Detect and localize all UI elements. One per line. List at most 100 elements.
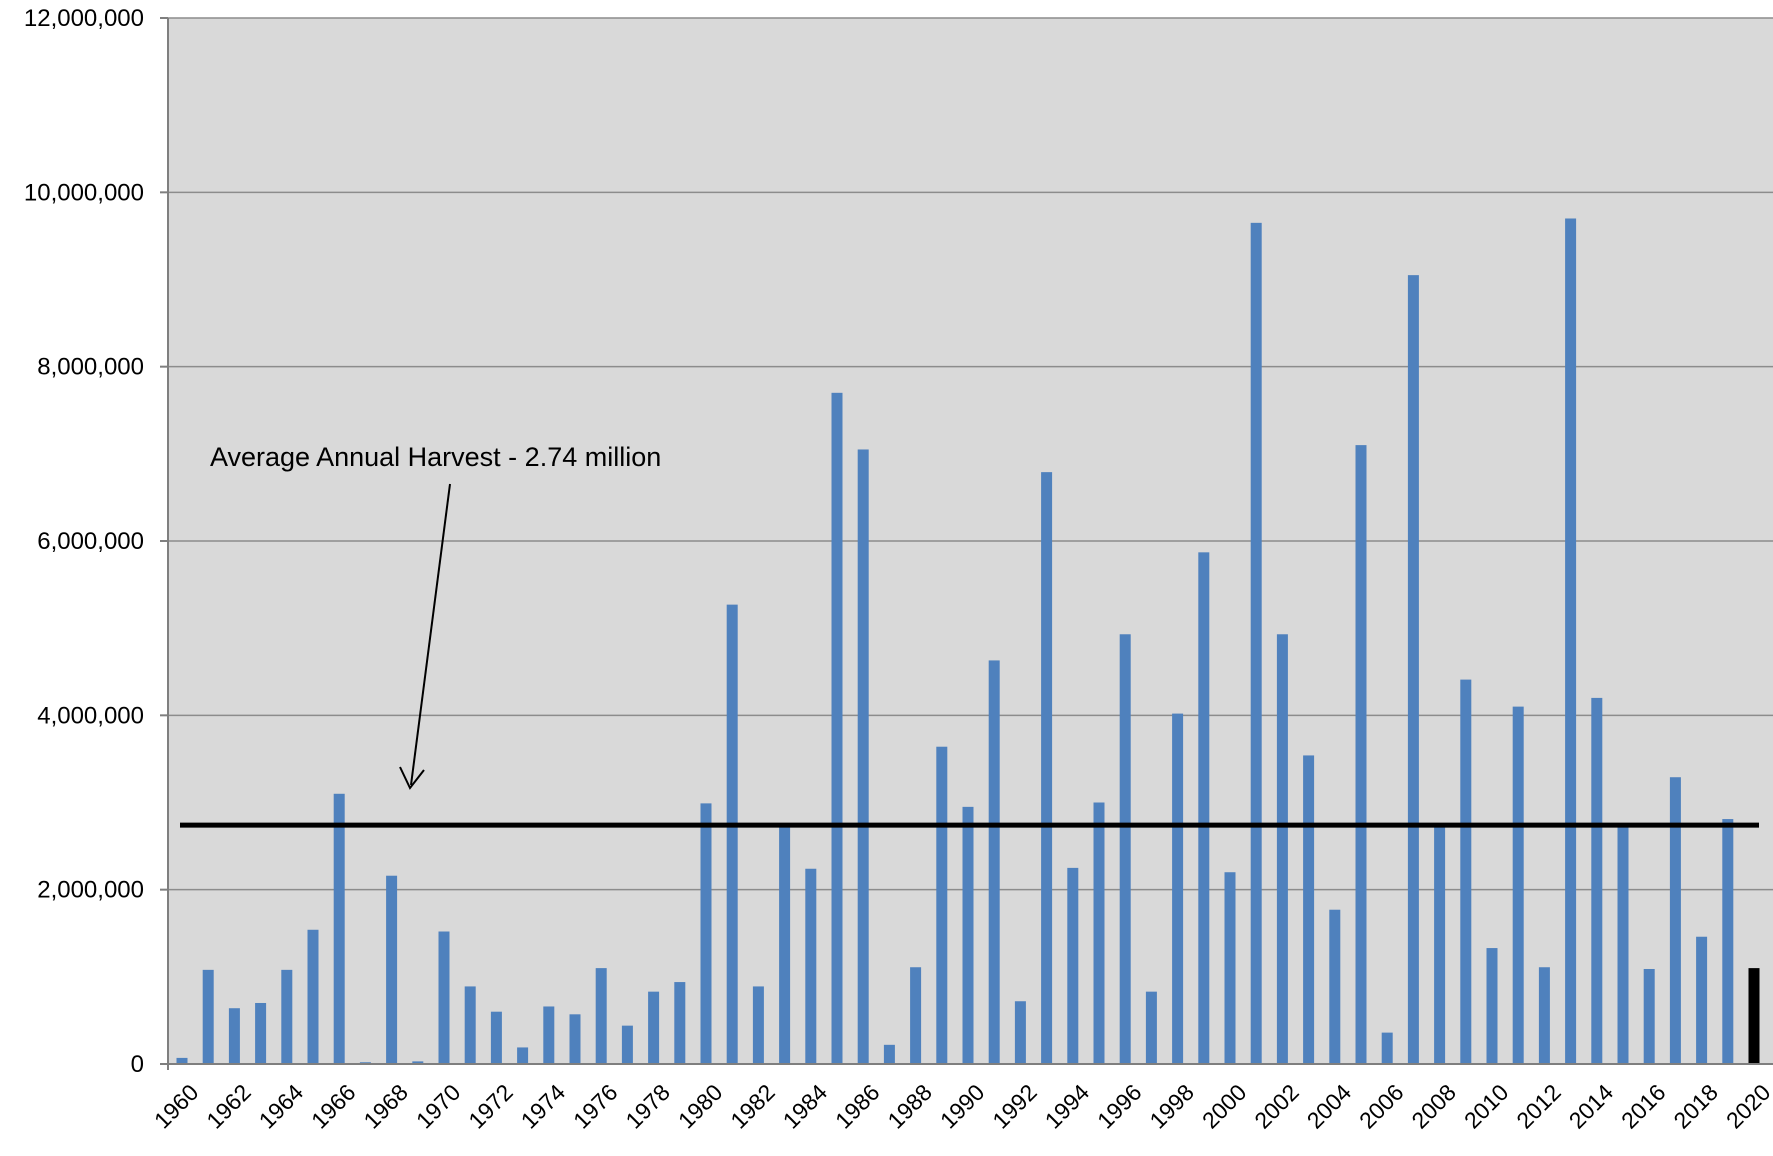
y-tick-label: 0 xyxy=(131,1051,144,1078)
bar-2016 xyxy=(1643,968,1655,1064)
bar-2006 xyxy=(1381,1032,1393,1064)
bar-1983 xyxy=(779,825,791,1064)
x-tick-label: 2016 xyxy=(1616,1079,1671,1134)
x-tick-label: 2010 xyxy=(1459,1079,1514,1134)
bars xyxy=(176,218,1760,1065)
bar-2012 xyxy=(1538,967,1550,1064)
x-tick-label: 1990 xyxy=(935,1079,990,1134)
y-tick-label: 4,000,000 xyxy=(37,702,144,729)
x-tick-label: 1986 xyxy=(830,1079,885,1134)
y-tick-label: 12,000,000 xyxy=(24,5,144,32)
x-tick-label: 1984 xyxy=(778,1079,833,1134)
bar-1962 xyxy=(228,1008,240,1064)
x-tick-labels: 1960196219641966196819701972197419761978… xyxy=(149,1079,1773,1134)
bar-2020 xyxy=(1748,968,1760,1064)
bar-2009 xyxy=(1460,679,1472,1064)
bar-1984 xyxy=(805,868,817,1064)
axes xyxy=(160,17,1773,1070)
bar-2017 xyxy=(1669,777,1681,1064)
bar-1963 xyxy=(255,1002,267,1064)
x-tick-label: 1964 xyxy=(254,1079,309,1134)
bar-1960 xyxy=(176,1057,188,1064)
bar-1992 xyxy=(1014,1001,1026,1064)
x-tick-label: 2014 xyxy=(1564,1079,1619,1134)
bar-1997 xyxy=(1145,991,1157,1064)
bar-2014 xyxy=(1591,697,1603,1064)
gridlines xyxy=(168,17,1773,891)
x-tick-label: 1966 xyxy=(306,1079,361,1134)
y-tick-label: 6,000,000 xyxy=(37,528,144,555)
bar-1971 xyxy=(464,986,476,1064)
bar-1986 xyxy=(857,449,869,1065)
bar-2005 xyxy=(1355,445,1367,1064)
bar-1980 xyxy=(700,803,712,1064)
x-tick-label: 2006 xyxy=(1354,1079,1409,1134)
average-annotation: Average Annual Harvest - 2.74 million xyxy=(210,442,661,472)
bar-1996 xyxy=(1119,634,1131,1064)
bar-1994 xyxy=(1067,867,1079,1064)
bar-2015 xyxy=(1617,825,1629,1064)
x-tick-label: 1998 xyxy=(1144,1079,1199,1134)
x-tick-label: 1974 xyxy=(516,1079,571,1134)
bar-2019 xyxy=(1722,819,1734,1064)
x-tick-label: 2004 xyxy=(1302,1079,1357,1134)
bar-1974 xyxy=(543,1006,555,1064)
annotation-arrow xyxy=(410,483,451,786)
bar-1968 xyxy=(386,875,398,1064)
bar-1978 xyxy=(648,991,660,1064)
bar-2003 xyxy=(1303,755,1315,1064)
bar-1965 xyxy=(307,929,319,1064)
y-tick-label: 10,000,000 xyxy=(24,179,144,206)
bar-2007 xyxy=(1407,275,1419,1064)
bar-2008 xyxy=(1434,825,1446,1064)
y-tick-label: 2,000,000 xyxy=(37,877,144,904)
x-tick-label: 1988 xyxy=(882,1079,937,1134)
bar-2000 xyxy=(1224,872,1236,1064)
bar-1999 xyxy=(1198,552,1210,1064)
bar-1995 xyxy=(1093,802,1105,1064)
x-tick-label: 2020 xyxy=(1721,1079,1773,1134)
x-tick-label: 2018 xyxy=(1668,1079,1723,1134)
bar-1975 xyxy=(569,1014,581,1064)
bar-2011 xyxy=(1512,706,1524,1064)
bar-1988 xyxy=(910,967,922,1064)
bar-1998 xyxy=(1172,713,1184,1064)
x-tick-label: 1972 xyxy=(463,1079,518,1134)
y-tick-label: 8,000,000 xyxy=(37,354,144,381)
annotation-arrowhead xyxy=(399,766,425,790)
x-tick-label: 1992 xyxy=(987,1079,1042,1134)
x-tick-label: 1982 xyxy=(725,1079,780,1134)
bar-1989 xyxy=(936,746,948,1064)
x-tick-label: 1994 xyxy=(1040,1079,1095,1134)
bar-1964 xyxy=(281,969,293,1064)
bar-1979 xyxy=(674,982,686,1064)
bar-2010 xyxy=(1486,948,1498,1064)
bar-1977 xyxy=(621,1025,633,1064)
bar-1987 xyxy=(883,1044,895,1064)
x-tick-label: 2012 xyxy=(1511,1079,1566,1134)
bar-2004 xyxy=(1329,909,1341,1064)
x-tick-label: 1960 xyxy=(149,1079,204,1134)
bar-1969 xyxy=(412,1061,424,1064)
x-tick-label: 1968 xyxy=(358,1079,413,1134)
y-tick-labels: 0 2,000,000 4,000,000 6,000,000 8,000,000 10,… xyxy=(24,5,144,1078)
x-tick-label: 2008 xyxy=(1406,1079,1461,1134)
bar-1981 xyxy=(726,604,738,1064)
bar-1976 xyxy=(595,968,607,1064)
bar-1972 xyxy=(490,1011,502,1064)
bar-1961 xyxy=(202,969,214,1064)
x-tick-label: 1980 xyxy=(673,1079,728,1134)
bar-2002 xyxy=(1276,634,1288,1064)
bar-2001 xyxy=(1250,222,1262,1064)
x-tick-label: 2000 xyxy=(1197,1079,1252,1134)
bar-1982 xyxy=(752,986,764,1064)
x-tick-label: 1970 xyxy=(411,1079,466,1134)
bar-1966 xyxy=(333,793,345,1064)
bar-1991 xyxy=(988,660,1000,1064)
average-line-group: Average Annual Harvest - 2.74 million xyxy=(180,442,1759,828)
bar-1985 xyxy=(831,392,843,1065)
bar-1993 xyxy=(1041,472,1053,1065)
bar-1970 xyxy=(438,931,450,1064)
x-tick-label: 1962 xyxy=(201,1079,256,1134)
